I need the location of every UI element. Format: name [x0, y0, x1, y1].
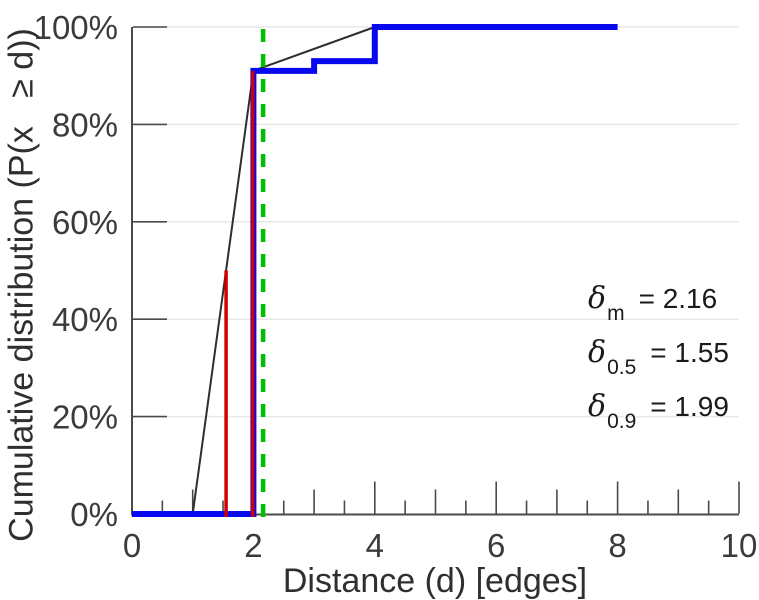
- annotation-median: δ0.5 = 1.55: [588, 335, 729, 389]
- x-tick-label: 2: [244, 527, 262, 564]
- delta-symbol: δ: [588, 389, 607, 424]
- annotation-value: = 1.55: [650, 337, 729, 368]
- y-tick-label: 0%: [70, 496, 118, 533]
- annotation-mean: δm = 2.16: [588, 281, 729, 335]
- delta-symbol: δ: [588, 281, 607, 316]
- annotation-block: δm = 2.16 δ0.5 = 1.55 δ0.9 = 1.99: [588, 281, 729, 443]
- delta-subscript: 0.5: [607, 356, 637, 379]
- annotation-value: = 2.16: [638, 283, 718, 314]
- x-tick-label: 0: [123, 527, 141, 564]
- x-tick-label: 8: [608, 527, 626, 564]
- x-tick-label: 6: [487, 527, 505, 564]
- y-tick-label: 60%: [52, 204, 118, 241]
- annotation-p90: δ0.9 = 1.99: [588, 389, 729, 443]
- y-tick-label: 40%: [52, 301, 118, 338]
- interpolated-cdf: [191, 26, 376, 515]
- x-tick-label: 10: [721, 527, 758, 564]
- y-tick-label: 100%: [34, 9, 118, 46]
- stepwise-cdf: [132, 24, 618, 517]
- y-axis-title: Cumulative distribution (P(x ≥ d)): [2, 28, 41, 542]
- annotation-value: = 1.99: [650, 391, 729, 422]
- delta-symbol: δ: [588, 335, 607, 370]
- delta-subscript: m: [607, 302, 625, 325]
- delta-subscript: 0.9: [607, 410, 637, 433]
- x-axis-title: Distance (d) [edges]: [282, 562, 588, 600]
- x-tick-label: 4: [366, 527, 384, 564]
- y-tick-label: 20%: [52, 399, 118, 436]
- y-tick-label: 80%: [52, 106, 118, 143]
